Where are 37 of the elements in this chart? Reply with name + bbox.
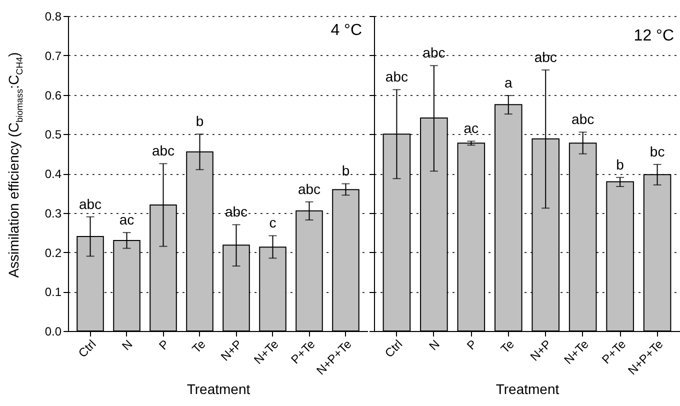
x-axis-title: Treatment bbox=[186, 380, 250, 397]
x-axis-title: Treatment bbox=[496, 380, 560, 397]
y-tick-label: 0.5 bbox=[44, 128, 62, 142]
annotation: bc bbox=[650, 143, 665, 160]
annotation: abc bbox=[298, 180, 321, 197]
annotation: abc bbox=[385, 68, 408, 85]
y-tick-label: 0.4 bbox=[44, 167, 62, 181]
x-tick-label: P bbox=[464, 337, 480, 353]
text: 12 °C bbox=[634, 28, 674, 44]
chart-title: 4 °C bbox=[330, 22, 362, 39]
x-tick-label: N bbox=[426, 337, 442, 354]
annotation: c bbox=[269, 214, 276, 231]
y-tick-label: 0.0 bbox=[44, 324, 62, 338]
x-tick-label: N bbox=[119, 337, 136, 354]
annotation: b bbox=[342, 162, 350, 179]
x-tick-label: Ctrl bbox=[76, 337, 99, 360]
annotation: b bbox=[616, 156, 624, 172]
x-tick-label: Te bbox=[189, 336, 208, 356]
annotation: abc bbox=[78, 196, 102, 212]
y-tick-label: 0.6 bbox=[44, 88, 62, 102]
annotation: abc bbox=[534, 48, 557, 65]
x-tick-label: Ctrl bbox=[382, 337, 406, 360]
y-tick-label: 0.8 bbox=[44, 10, 62, 24]
annotation: abc bbox=[572, 111, 594, 128]
annotation: b bbox=[196, 113, 204, 130]
annotation: ac bbox=[119, 212, 134, 228]
annotation: a bbox=[504, 74, 512, 91]
annotation: abc bbox=[422, 44, 446, 61]
x-tick-label: Te bbox=[498, 336, 518, 356]
y-tick-label: 0.1 bbox=[44, 285, 62, 300]
annotation: abc bbox=[224, 204, 248, 220]
x-tick-label: P bbox=[156, 337, 172, 353]
y-tick-label: 0.3 bbox=[44, 206, 62, 220]
annotation: abc bbox=[152, 142, 175, 159]
y-tick-label: 0.2 bbox=[44, 246, 62, 260]
annotation: ac bbox=[464, 120, 479, 136]
y-tick-label: 0.7 bbox=[44, 48, 62, 63]
